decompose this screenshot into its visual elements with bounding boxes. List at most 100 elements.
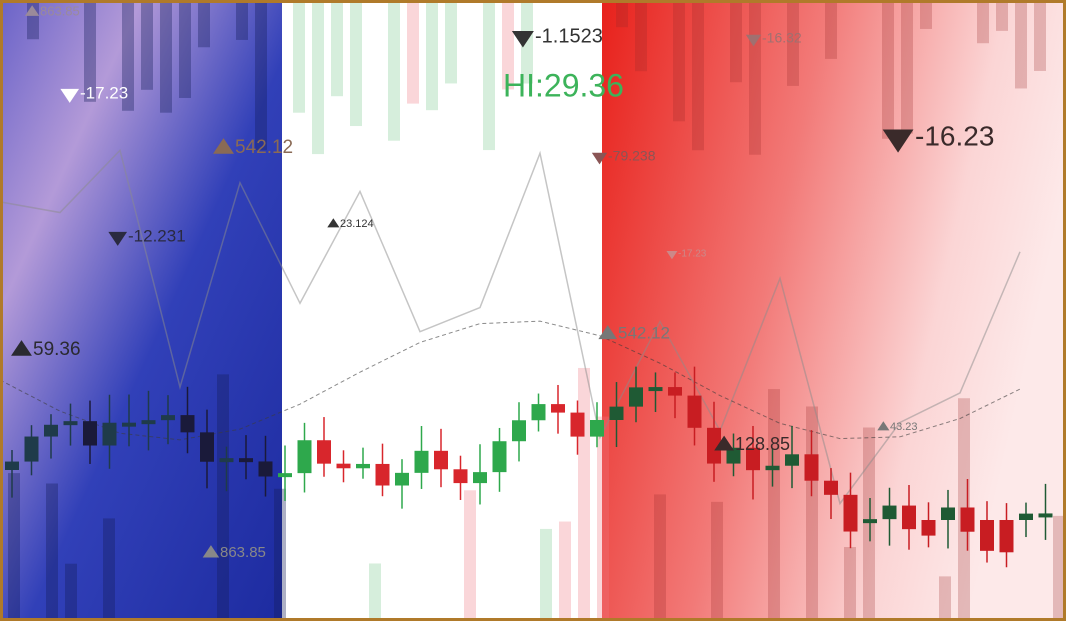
- candle-body: [200, 432, 214, 462]
- bg-bar: [426, 0, 438, 111]
- candle-body: [999, 520, 1014, 553]
- candle-body: [707, 427, 721, 464]
- candle-body: [1038, 513, 1053, 518]
- price-label: 59.36: [33, 339, 81, 360]
- bg-bar: [635, 0, 647, 72]
- bg-bar: [141, 0, 153, 90]
- arrow-up: [213, 138, 234, 154]
- bg-bar: [179, 0, 191, 98]
- price-label: -16.32: [762, 30, 802, 46]
- candle-body: [668, 387, 682, 396]
- arrow-up: [327, 218, 340, 228]
- candle-body: [219, 458, 234, 463]
- flag-red: [602, 0, 1066, 621]
- bg-bar: [255, 0, 267, 151]
- candle-body: [902, 505, 916, 530]
- bg-bar: [65, 563, 77, 621]
- bg-bar: [388, 0, 400, 141]
- candle-body: [765, 465, 780, 471]
- bg-bar: [939, 576, 951, 621]
- candle-body: [317, 440, 331, 464]
- bg-bar: [103, 518, 115, 621]
- arrow-up: [714, 435, 735, 451]
- candle-body: [44, 424, 58, 437]
- candle-body: [629, 387, 643, 407]
- candle-body: [24, 436, 39, 462]
- candle-body: [434, 450, 448, 470]
- bg-bar: [825, 0, 837, 59]
- candle-body: [492, 441, 507, 473]
- arrow-up: [202, 545, 220, 558]
- bg-bar: [901, 0, 913, 134]
- price-label: 23.124: [340, 218, 374, 230]
- candle-body: [258, 461, 273, 477]
- price-label: -79.238: [608, 148, 656, 164]
- price-label: 863.85: [220, 544, 266, 561]
- flag-blue: [0, 0, 282, 621]
- candle-body: [726, 447, 741, 464]
- labels: 863.85 -17.23 542.12 -12.231 59.36 23.124 -1.1…: [11, 3, 994, 561]
- bg-bar: [578, 367, 590, 621]
- bg-bar: [46, 483, 58, 621]
- bg-bar: [996, 0, 1008, 31]
- bg-bar: [312, 0, 324, 155]
- candle-body: [785, 454, 799, 466]
- bg-bar: [274, 488, 286, 621]
- bg-bar: [236, 0, 248, 40]
- bg-bar: [293, 0, 305, 113]
- arrow-up: [598, 325, 618, 340]
- candle-body: [531, 404, 546, 421]
- candle-body: [375, 463, 390, 486]
- price-label: -1.1523: [535, 25, 603, 47]
- bg-bar: [369, 563, 381, 621]
- bg-bar: [445, 0, 457, 84]
- candle-body: [590, 419, 604, 437]
- bg-bar: [616, 0, 628, 28]
- bg-bar: [920, 0, 932, 29]
- price-label: -16.23: [915, 120, 994, 151]
- bg-bar: [198, 0, 210, 48]
- bg-bar: [464, 490, 476, 621]
- price-label: HI:29.36: [503, 67, 624, 103]
- price-label: 542.12: [618, 323, 670, 342]
- candle-body: [609, 406, 624, 420]
- bg-bar: [654, 494, 666, 621]
- arrow-down: [591, 152, 608, 165]
- bg-bar: [8, 473, 20, 621]
- bg-bar: [1034, 0, 1046, 71]
- bg-bar: [1015, 0, 1027, 89]
- candle-body: [980, 520, 994, 551]
- price-label: -17.23: [678, 249, 707, 260]
- arrow-down: [511, 30, 534, 48]
- arrow-down: [108, 231, 128, 246]
- price-label: -12.231: [128, 226, 186, 245]
- candle-body: [395, 472, 409, 486]
- bg-bar: [350, 0, 362, 127]
- candle-body: [63, 421, 78, 426]
- arrow-up: [877, 421, 890, 431]
- candle-body: [141, 420, 156, 425]
- bg-bar: [84, 0, 96, 102]
- candle-body: [687, 395, 702, 428]
- bg-bar: [692, 0, 704, 151]
- candle-body: [414, 450, 429, 473]
- price-label: 128.85: [735, 434, 790, 454]
- candle-body: [239, 458, 253, 463]
- arrow-down: [666, 250, 678, 260]
- candle-body: [122, 422, 136, 427]
- bg-bar: [331, 0, 343, 97]
- arrow-down: [882, 129, 914, 153]
- arrow-down: [60, 88, 80, 103]
- bg-bar: [597, 416, 609, 621]
- bg-bar: [160, 0, 172, 113]
- candle-body: [863, 519, 877, 524]
- bg-bar: [483, 0, 495, 151]
- bg-bar: [711, 501, 723, 621]
- bg-bar: [122, 0, 134, 111]
- bg-bar: [882, 0, 894, 139]
- candle-body: [102, 422, 117, 446]
- candle-body: [161, 415, 175, 421]
- bg-bar: [863, 427, 875, 621]
- bg-bar: [521, 0, 533, 84]
